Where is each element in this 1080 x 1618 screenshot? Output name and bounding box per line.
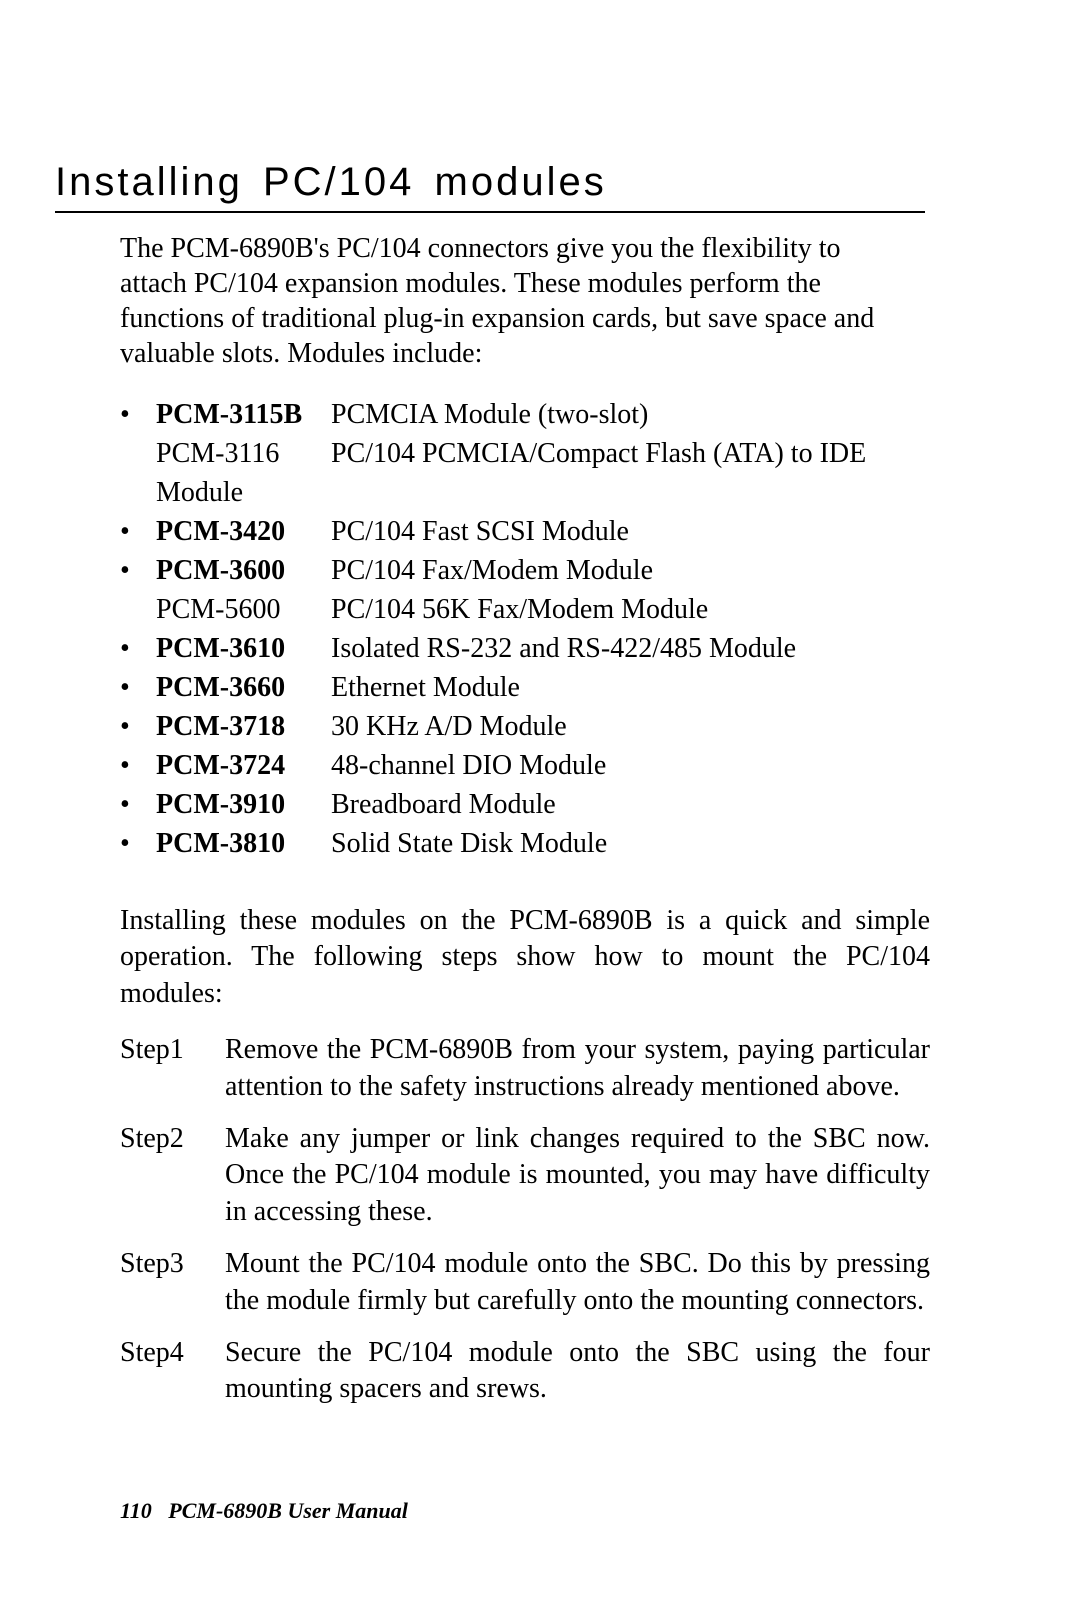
module-name: PCM-5600	[156, 592, 331, 627]
module-row: PCM-5600PC/104 56K Fax/Modem Module	[120, 590, 960, 629]
step-text: Remove the PCM-6890B from your system, p…	[225, 1032, 930, 1105]
module-row: •PCM-3420PC/104 Fast SCSI Module	[120, 512, 960, 551]
step-label: Step3	[120, 1246, 225, 1282]
mid-paragraph: Installing these modules on the PCM-6890…	[120, 903, 930, 1012]
step-label: Step4	[120, 1335, 225, 1371]
module-row: •PCM-371830 KHz A/D Module	[120, 707, 960, 746]
step-label: Step2	[120, 1121, 225, 1157]
bullet-cell: •	[120, 397, 156, 432]
bullet-cell: •	[120, 631, 156, 666]
module-desc: PCMCIA Module (two-slot)	[331, 397, 960, 432]
step-text: Make any jumper or link changes required…	[225, 1121, 930, 1230]
module-desc: 48-channel DIO Module	[331, 748, 960, 783]
module-desc: Isolated RS-232 and RS-422/485 Module	[331, 631, 960, 666]
bullet-cell: •	[120, 826, 156, 861]
module-desc: Ethernet Module	[331, 670, 960, 705]
step-text: Secure the PC/104 module onto the SBC us…	[225, 1335, 930, 1408]
intro-paragraph: The PCM-6890B's PC/104 connectors give y…	[120, 231, 910, 371]
page-heading: Installing PC/104 modules	[55, 160, 960, 205]
footer-title: PCM-6890B User Manual	[168, 1498, 408, 1523]
module-name: PCM-3910	[156, 787, 331, 822]
module-row: •PCM-3810Solid State Disk Module	[120, 824, 960, 863]
bullet-cell: •	[120, 748, 156, 783]
document-page: Installing PC/104 modules The PCM-6890B'…	[0, 0, 1080, 1618]
page-footer: 110 PCM-6890B User Manual	[120, 1498, 408, 1524]
module-row: Module	[120, 473, 960, 512]
step-row: Step1Remove the PCM-6890B from your syst…	[120, 1032, 930, 1105]
module-name: PCM-3115B	[156, 397, 331, 432]
module-row: •PCM-3610Isolated RS-232 and RS-422/485 …	[120, 629, 960, 668]
module-desc: PC/104 56K Fax/Modem Module	[331, 592, 960, 627]
heading-block: Installing PC/104 modules	[55, 160, 960, 213]
module-desc: Breadboard Module	[331, 787, 960, 822]
module-desc: 30 KHz A/D Module	[331, 709, 960, 744]
module-name: Module	[156, 475, 331, 510]
module-name: PCM-3660	[156, 670, 331, 705]
heading-rule	[55, 211, 925, 213]
bullet-cell: •	[120, 670, 156, 705]
module-name: PCM-3810	[156, 826, 331, 861]
bullet-cell: •	[120, 709, 156, 744]
module-name: PCM-3718	[156, 709, 331, 744]
page-number: 110	[120, 1498, 152, 1523]
bullet-cell: •	[120, 787, 156, 822]
step-row: Step4Secure the PC/104 module onto the S…	[120, 1335, 930, 1408]
module-desc: PC/104 Fax/Modem Module	[331, 553, 960, 588]
module-desc: Solid State Disk Module	[331, 826, 960, 861]
module-row: •PCM-372448-channel DIO Module	[120, 746, 960, 785]
step-row: Step3Mount the PC/104 module onto the SB…	[120, 1246, 930, 1319]
module-name: PCM-3116	[156, 436, 331, 471]
module-name: PCM-3600	[156, 553, 331, 588]
bullet-cell: •	[120, 553, 156, 588]
step-label: Step1	[120, 1032, 225, 1068]
step-row: Step2Make any jumper or link changes req…	[120, 1121, 930, 1230]
module-name: PCM-3420	[156, 514, 331, 549]
install-steps: Step1Remove the PCM-6890B from your syst…	[120, 1032, 960, 1408]
module-row: PCM-3116PC/104 PCMCIA/Compact Flash (ATA…	[120, 434, 960, 473]
module-row: •PCM-3600PC/104 Fax/Modem Module	[120, 551, 960, 590]
module-desc: PC/104 Fast SCSI Module	[331, 514, 960, 549]
step-text: Mount the PC/104 module onto the SBC. Do…	[225, 1246, 930, 1319]
bullet-cell: •	[120, 514, 156, 549]
module-list: •PCM-3115BPCMCIA Module (two-slot)PCM-31…	[120, 395, 960, 863]
module-row: •PCM-3910Breadboard Module	[120, 785, 960, 824]
module-row: •PCM-3660Ethernet Module	[120, 668, 960, 707]
module-name: PCM-3610	[156, 631, 331, 666]
module-desc: PC/104 PCMCIA/Compact Flash (ATA) to IDE	[331, 436, 960, 471]
module-row: •PCM-3115BPCMCIA Module (two-slot)	[120, 395, 960, 434]
module-name: PCM-3724	[156, 748, 331, 783]
